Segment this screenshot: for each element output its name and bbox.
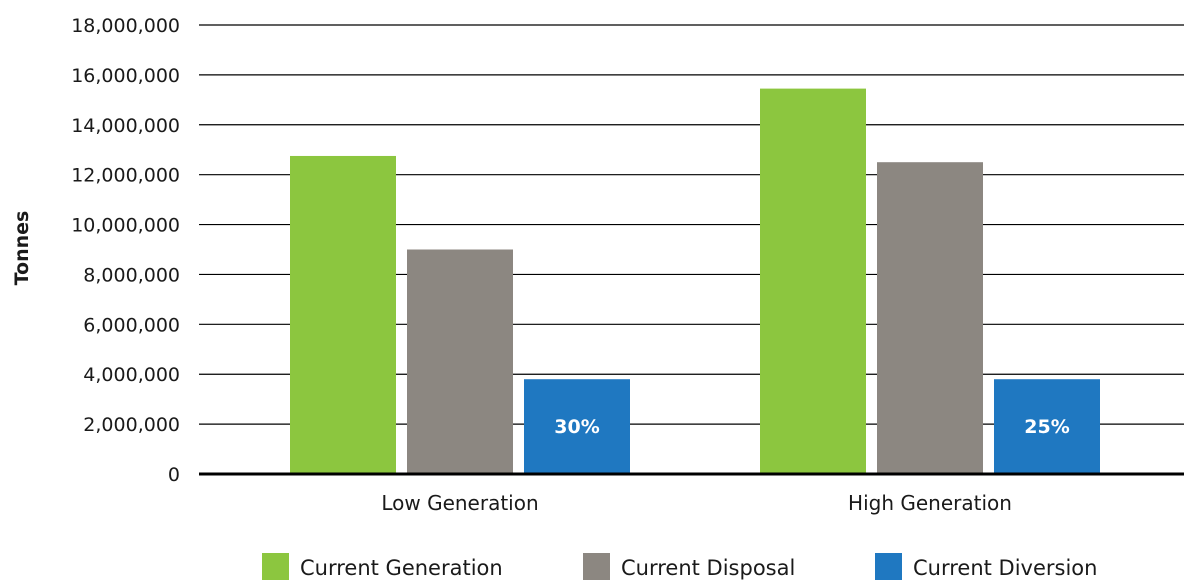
y-tick-label: 12,000,000 (71, 165, 180, 187)
y-tick-label: 10,000,000 (71, 215, 180, 237)
legend-swatch (262, 553, 289, 580)
bar-current-diversion-low-generation (524, 379, 630, 474)
data-label: 25% (1024, 416, 1069, 438)
bar-current-disposal-high-generation (877, 162, 983, 474)
bar-current-disposal-low-generation (407, 249, 513, 474)
y-tick-label: 18,000,000 (71, 15, 180, 37)
y-tick-label: 2,000,000 (83, 414, 180, 436)
y-tick-label: 0 (168, 464, 180, 486)
data-label: 30% (554, 416, 599, 438)
legend-swatch (583, 553, 610, 580)
y-tick-label: 14,000,000 (71, 115, 180, 137)
y-tick-label: 4,000,000 (83, 364, 180, 386)
legend-swatch (875, 553, 902, 580)
bar-current-generation-high-generation (760, 88, 866, 474)
y-tick-label: 6,000,000 (83, 314, 180, 336)
y-axis-label: Tonnes (11, 211, 33, 286)
x-tick-label: High Generation (848, 491, 1012, 515)
legend: Current Generation Current Disposal Curren… (262, 553, 1097, 580)
bars: 30% 25% (290, 88, 1100, 475)
bar-current-diversion-high-generation (994, 379, 1100, 474)
x-tick-label: Low Generation (381, 491, 538, 515)
legend-label: Current Disposal (621, 556, 795, 580)
bar-current-generation-low-generation (290, 155, 396, 475)
y-tick-label: 8,000,000 (83, 264, 180, 286)
x-axis-ticks: Low Generation High Generation (381, 491, 1012, 515)
legend-label: Current Generation (300, 556, 503, 580)
legend-label: Current Diversion (913, 556, 1097, 580)
y-tick-label: 16,000,000 (71, 65, 180, 87)
y-axis-ticks: 0 2,000,000 4,000,000 6,000,000 8,000,000 10,… (71, 15, 180, 486)
